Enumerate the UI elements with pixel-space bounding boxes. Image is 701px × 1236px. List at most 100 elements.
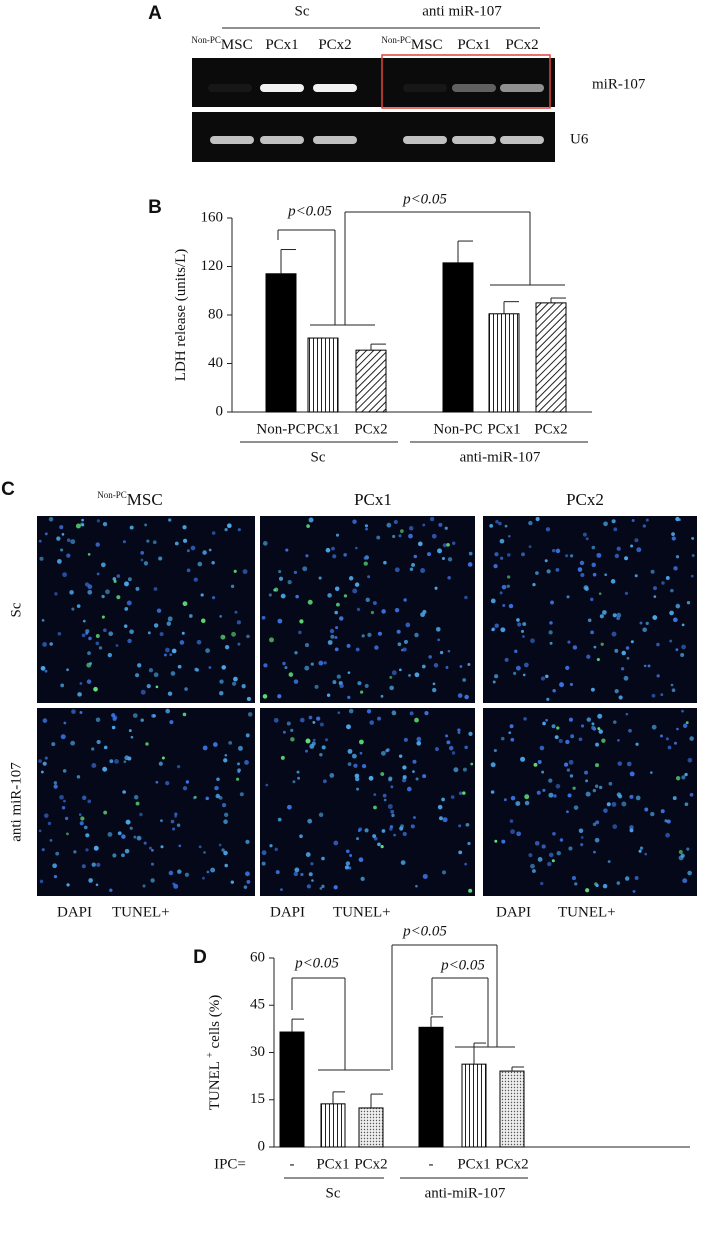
- cell-nucleus: [467, 841, 471, 846]
- cell-nucleus: [247, 712, 253, 717]
- cell-nucleus: [442, 870, 447, 875]
- cell-nucleus: [367, 575, 371, 579]
- cell-nucleus: [243, 885, 248, 889]
- y-title-text: TUNEL: [207, 1058, 223, 1110]
- cell-nucleus: [673, 741, 677, 745]
- cell-nucleus: [70, 539, 76, 545]
- cell-nucleus: [675, 648, 679, 652]
- cell-nucleus: [277, 694, 282, 699]
- cell-nucleus: [153, 587, 158, 591]
- cell-nucleus: [691, 536, 695, 540]
- cell-nucleus: [345, 861, 351, 866]
- cell-nucleus: [392, 534, 396, 539]
- cell-nucleus: [417, 541, 423, 547]
- cell-nucleus: [513, 671, 517, 675]
- cell-nucleus: [172, 882, 176, 886]
- cell-nucleus: [508, 603, 514, 609]
- cell-nucleus: [494, 674, 499, 679]
- annotation: p<0.05: [402, 191, 447, 207]
- cell-nucleus: [365, 597, 370, 603]
- cell-nucleus: [347, 762, 352, 767]
- cell-nucleus: [617, 761, 623, 766]
- legend-dapi: DAPI: [270, 904, 305, 920]
- cell-nucleus: [540, 881, 544, 886]
- cell-nucleus: [548, 630, 553, 635]
- cell-nucleus: [616, 546, 621, 551]
- error-bar: [280, 249, 296, 274]
- cell-nucleus: [415, 777, 419, 781]
- y-axis-title: TUNEL + cells (%): [205, 995, 223, 1110]
- cell-nucleus: [523, 662, 529, 668]
- x-tick-label: PCx1: [487, 421, 520, 437]
- cell-nucleus: [427, 552, 432, 557]
- cell-nucleus: [445, 665, 449, 669]
- cell-nucleus: [666, 819, 671, 824]
- cell-nucleus: [148, 668, 154, 673]
- cell-nucleus: [568, 717, 573, 722]
- annotation: p<0.05: [440, 957, 485, 973]
- cell-nucleus: [274, 847, 278, 852]
- x-tick-label: PCx2: [354, 421, 387, 437]
- cell-nucleus: [433, 663, 439, 668]
- cell-nucleus: [446, 740, 451, 745]
- lane-label: PCx1: [457, 37, 490, 53]
- cell-nucleus: [458, 824, 462, 828]
- x-tick-label: Non-PC: [256, 421, 305, 437]
- cell-nucleus: [447, 576, 451, 580]
- cell-nucleus: [665, 737, 669, 741]
- cell-nucleus: [280, 888, 283, 891]
- cell-nucleus: [402, 831, 407, 837]
- cell-nucleus: [346, 849, 350, 854]
- cell-nucleus: [528, 520, 533, 526]
- cell-nucleus: [48, 516, 54, 522]
- cell-nucleus: [347, 695, 351, 699]
- cell-nucleus: [85, 833, 90, 838]
- band: [260, 136, 304, 144]
- cell-nucleus: [546, 569, 551, 574]
- cell-nucleus: [611, 802, 617, 807]
- cell-nucleus: [52, 863, 57, 869]
- panel-label: C: [1, 479, 15, 500]
- cell-nucleus: [87, 589, 93, 595]
- cell-nucleus: [621, 650, 627, 656]
- cell-nucleus: [159, 632, 164, 637]
- cell-nucleus: [500, 736, 505, 741]
- cell-nucleus: [305, 852, 311, 858]
- cell-nucleus: [416, 736, 422, 742]
- cell-nucleus: [468, 551, 473, 556]
- cell-nucleus: [489, 524, 494, 528]
- cell-nucleus: [78, 813, 82, 816]
- cell-nucleus: [442, 543, 447, 548]
- cell-nucleus: [70, 740, 76, 746]
- cell-nucleus: [221, 665, 227, 670]
- cell-nucleus: [113, 579, 117, 583]
- cell-nucleus: [331, 546, 335, 551]
- cell-nucleus: [434, 586, 438, 590]
- cell-nucleus: [290, 728, 294, 732]
- cell-nucleus: [680, 652, 685, 657]
- cell-nucleus: [601, 738, 606, 743]
- cell-nucleus: [611, 519, 616, 524]
- band: [452, 136, 496, 144]
- cell-nucleus: [133, 795, 139, 800]
- error-bar: [332, 1091, 345, 1104]
- cell-nucleus: [79, 682, 83, 685]
- cell-nucleus: [553, 794, 557, 798]
- cell-nucleus: [555, 783, 561, 789]
- lane-label: PCx2: [566, 490, 604, 509]
- cell-nucleus: [690, 574, 694, 578]
- cell-nucleus: [53, 784, 58, 789]
- cell-nucleus: [146, 539, 150, 543]
- cell-nucleus: [176, 823, 181, 828]
- cell-nucleus: [642, 627, 648, 633]
- cell-nucleus: [373, 793, 377, 796]
- cell-nucleus: [333, 885, 338, 890]
- cell-nucleus: [246, 696, 251, 701]
- cell-nucleus: [360, 876, 365, 882]
- cell-nucleus: [224, 645, 230, 650]
- cell-nucleus: [246, 634, 250, 639]
- cell-nucleus: [63, 799, 66, 803]
- cell-nucleus: [411, 562, 416, 567]
- cell-nucleus: [645, 621, 649, 625]
- band: [210, 136, 254, 144]
